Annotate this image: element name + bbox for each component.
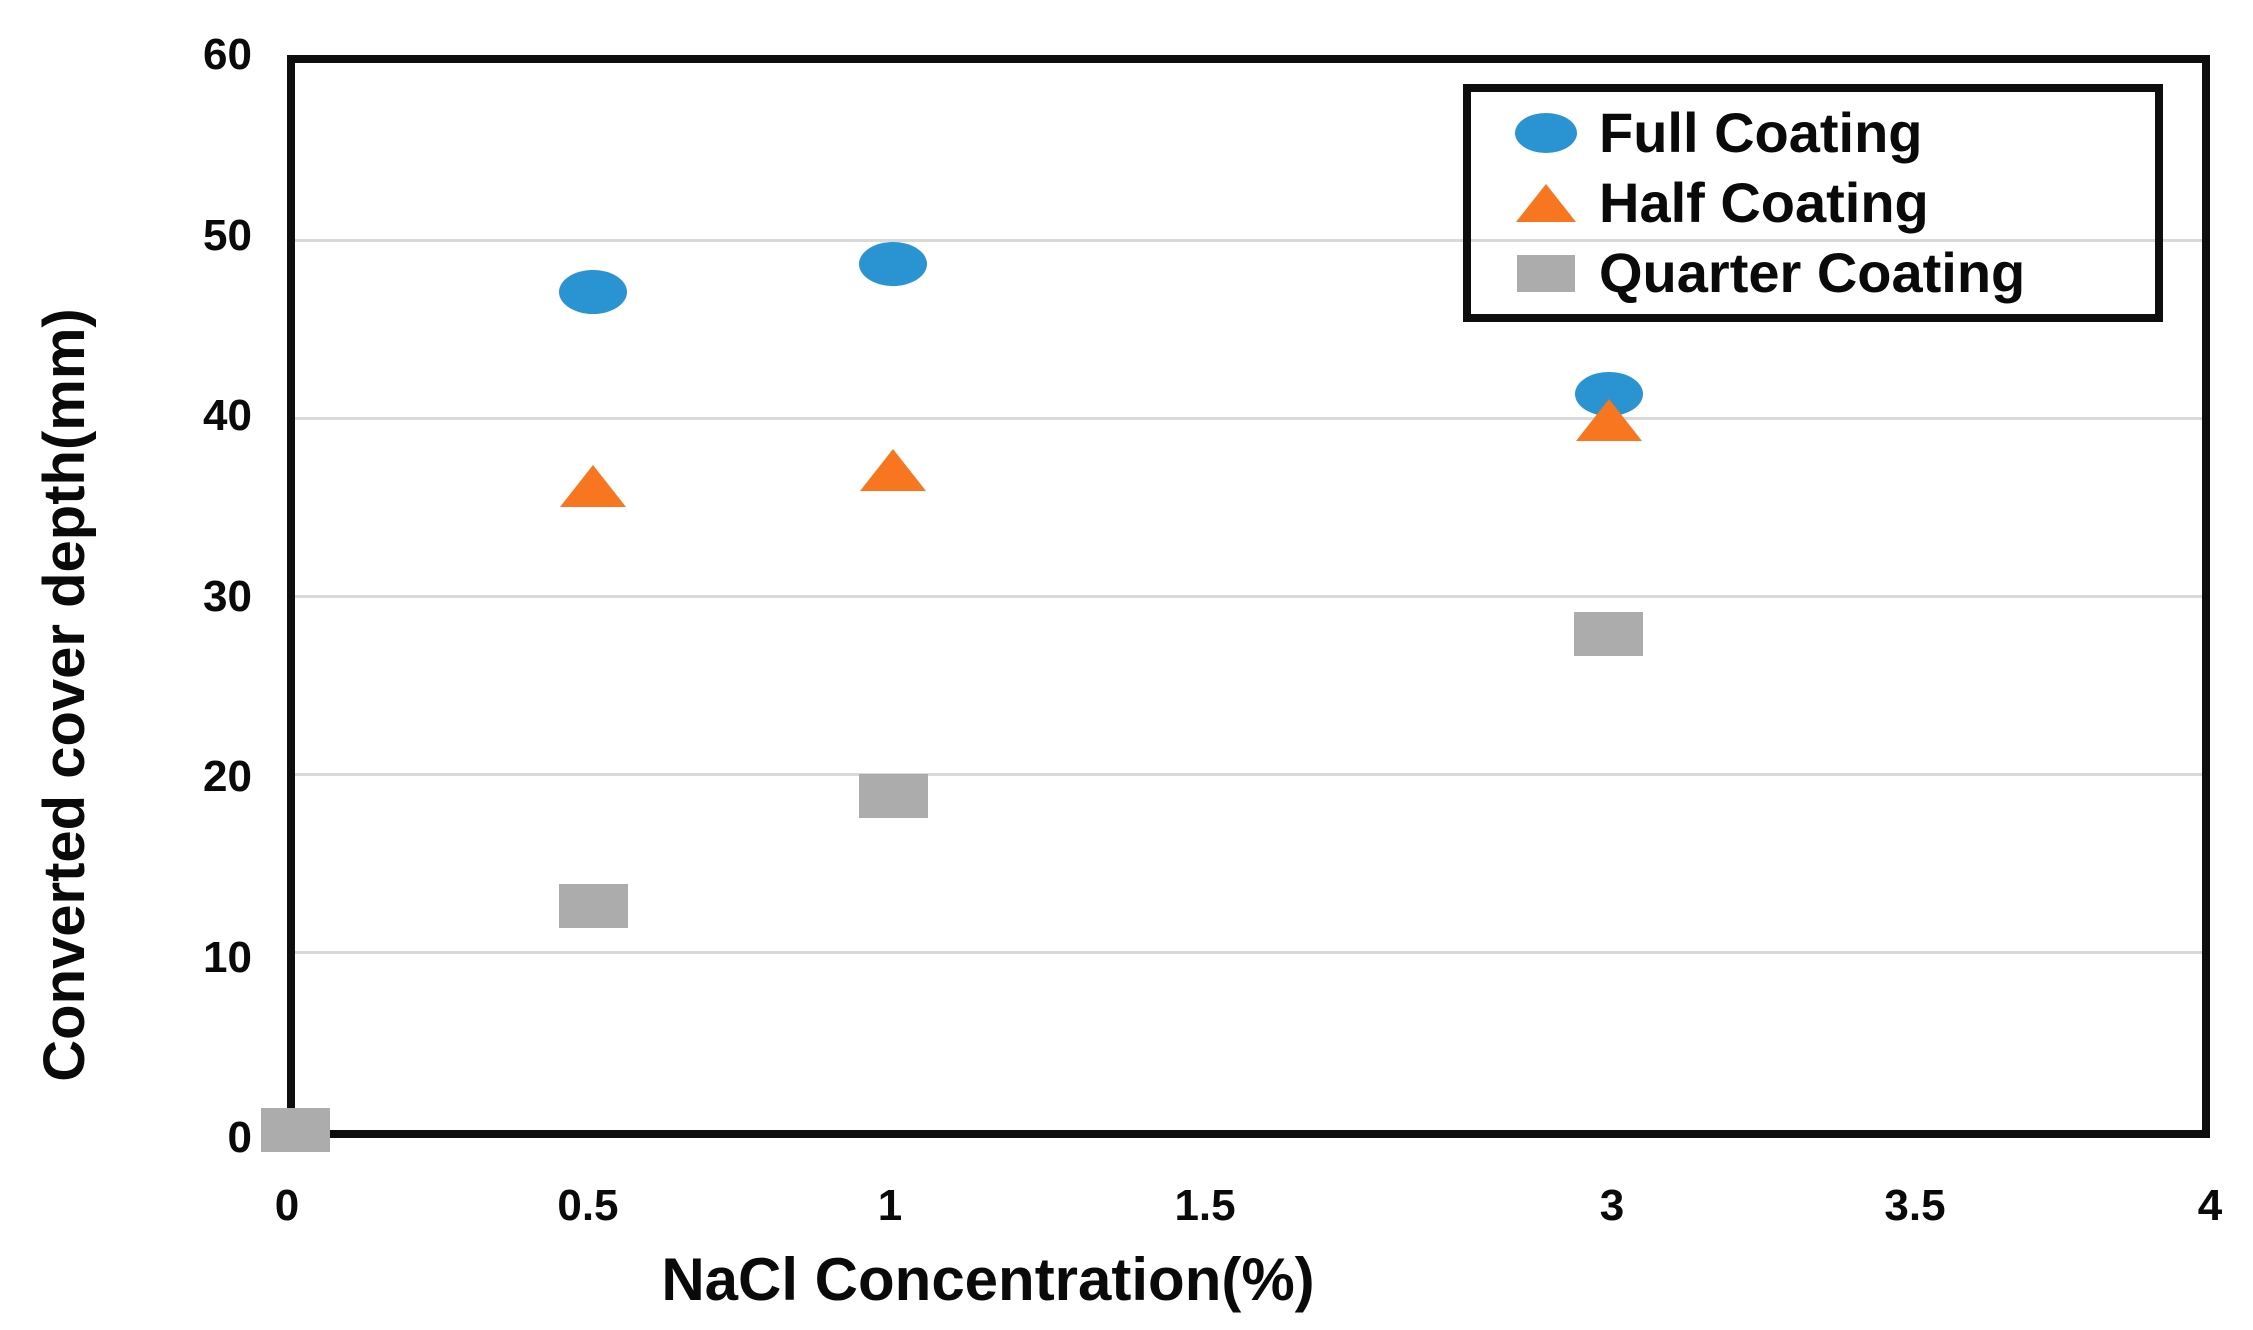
x-tick-label-0.5: 0.5 — [557, 1181, 619, 1230]
gridline-y-20 — [295, 772, 2202, 776]
x-tick-label-1.5: 1.5 — [1174, 1181, 1236, 1230]
gridline-y-10 — [295, 950, 2202, 954]
marker-quarter-coating-1 — [558, 883, 628, 928]
legend-item-quarter-coating: Quarter Coating — [1513, 241, 2155, 305]
x-tick-label-3.5: 3.5 — [1884, 1181, 1946, 1230]
x-tick-label-3: 3 — [1599, 1181, 1625, 1230]
square-icon — [1513, 252, 1579, 294]
marker-half-coating-2 — [1575, 399, 1642, 442]
x-tick-label-4: 4 — [2197, 1181, 2223, 1230]
legend-label-full-coating: Full Coating — [1599, 101, 1923, 164]
legend-marker-quarter-coating — [1517, 254, 1575, 292]
legend-marker-half-coating — [1516, 184, 1576, 222]
y-tick-label-40: 40 — [203, 391, 252, 440]
gridline-y-50 — [295, 239, 2202, 243]
y-tick-label-30: 30 — [203, 571, 252, 621]
marker-full-coating-1 — [859, 241, 928, 286]
marker-half-coating-1 — [860, 449, 927, 492]
legend-marker-full-coating — [1515, 113, 1577, 153]
legend-label-half-coating: Half Coating — [1599, 171, 1929, 234]
plot-area — [260, 55, 2210, 1152]
x-tick-label-1: 1 — [877, 1181, 903, 1230]
x-axis-title: NaCl Concentration(%) — [661, 1246, 1315, 1313]
y-tick-label-50: 50 — [203, 210, 252, 260]
marker-quarter-coating-0 — [260, 1108, 330, 1152]
gridline-y-40 — [295, 417, 2202, 421]
y-tick-label-60: 60 — [203, 30, 252, 79]
gridline-y-30 — [295, 595, 2202, 598]
marker-quarter-coating-2 — [858, 773, 928, 818]
circle-icon — [1513, 112, 1579, 154]
legend-item-half-coating: Half Coating — [1513, 171, 2155, 235]
y-tick-label-0: 0 — [227, 1113, 252, 1162]
marker-full-coating-0 — [559, 270, 628, 315]
legend: Full Coating Half Coating Quarter Coating — [1463, 84, 2163, 322]
y-tick-label-20: 20 — [203, 752, 252, 801]
marker-half-coating-0 — [560, 465, 627, 508]
triangle-icon — [1513, 182, 1579, 224]
marker-quarter-coating-3 — [1574, 611, 1644, 656]
legend-item-full-coating: Full Coating — [1513, 101, 2155, 165]
y-tick-label-10: 10 — [203, 932, 252, 982]
x-tick-label-0: 0 — [274, 1181, 300, 1230]
legend-label-quarter-coating: Quarter Coating — [1599, 241, 2026, 304]
